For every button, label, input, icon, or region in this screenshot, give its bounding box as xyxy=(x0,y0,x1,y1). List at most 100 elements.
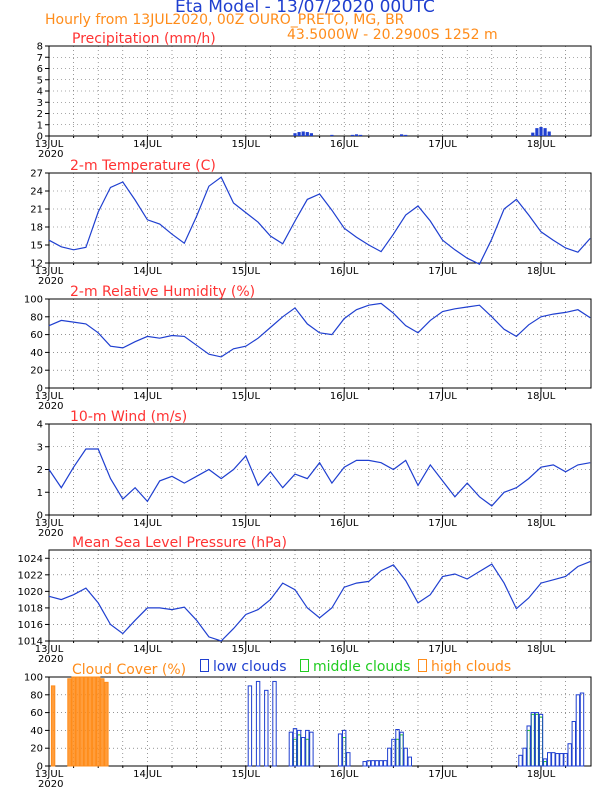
cloud-bar-low xyxy=(579,692,585,767)
pressure-ytick-label: 1022 xyxy=(18,570,43,581)
precipitation-bar xyxy=(400,134,404,136)
humidity-panel xyxy=(45,298,592,392)
precipitation-bar xyxy=(359,134,363,136)
cloud-cover-xtick-label: 15JUL xyxy=(232,769,261,780)
pressure-title: Mean Sea Level Pressure (hPa) xyxy=(72,535,287,551)
cloud-bar-low xyxy=(296,729,302,767)
cloud-bar-middle xyxy=(534,713,539,767)
precipitation-panel xyxy=(45,45,592,140)
temperature-title: 2-m Temperature (C) xyxy=(70,158,216,174)
temperature-xtick-label: 14JUL xyxy=(133,266,162,277)
cloud-bar-low xyxy=(378,760,384,767)
cloud-bar-low xyxy=(391,738,396,767)
cloud-bar-high xyxy=(100,678,105,767)
humidity-xtick-label: 16JUL xyxy=(330,391,359,402)
cloud-bar-high xyxy=(71,676,76,767)
wind-xtick-label: 15JUL xyxy=(232,518,261,529)
humidity-xtick-label: 15JUL xyxy=(232,391,261,402)
humidity-series-line xyxy=(48,302,591,358)
cloud-bar-low xyxy=(567,743,572,767)
temperature-xtick-label: 13JUL xyxy=(35,266,64,277)
precipitation-bar xyxy=(404,134,408,136)
pressure-xtick-label: 13JUL xyxy=(35,644,64,655)
legend-low-clouds-label: low clouds xyxy=(213,659,287,675)
cloud-cover-title: Cloud Cover (%) xyxy=(72,662,186,678)
cloud-bar-middle xyxy=(543,761,548,767)
cloud-bar-low xyxy=(407,756,413,767)
cloud-bar-middle xyxy=(526,729,531,767)
cloud-bar-low xyxy=(403,747,408,767)
cloud-cover-ytick-label: 80 xyxy=(30,690,43,701)
pressure-series-line xyxy=(48,561,591,642)
precipitation-year-label: 2020 xyxy=(38,149,63,160)
precipitation-ytick-label: 6 xyxy=(37,64,43,75)
cloud-cover-xtick-label: 17JUL xyxy=(428,769,457,780)
humidity-ytick-label: 60 xyxy=(30,330,43,341)
pressure-xtick-label: 14JUL xyxy=(133,644,162,655)
precipitation-bar xyxy=(330,134,334,136)
cloud-bar-low xyxy=(571,721,576,767)
cloud-bar-low xyxy=(288,731,294,767)
pressure-ytick-label: 1014 xyxy=(18,637,43,648)
temperature-xtick-label: 15JUL xyxy=(232,266,261,277)
humidity-ytick-label: 20 xyxy=(30,366,43,377)
cloud-bar-middle xyxy=(530,713,535,767)
cloud-bar-low xyxy=(374,760,380,767)
precipitation-ytick-label: 1 xyxy=(37,120,43,131)
wind-ytick-label: 2 xyxy=(37,465,43,476)
precipitation-bar xyxy=(297,132,301,136)
precipitation-ytick-label: 0 xyxy=(37,132,43,143)
humidity-xtick-label: 13JUL xyxy=(35,391,64,402)
humidity-ytick-label: 80 xyxy=(30,312,43,323)
cloud-bar-low xyxy=(559,753,564,767)
wind-ytick-label: 3 xyxy=(37,442,43,453)
cloud-bar-low xyxy=(337,733,343,767)
cloud-bar-high xyxy=(91,676,97,767)
cloud-bar-low xyxy=(383,760,388,767)
humidity-title: 2-m Relative Humidity (%) xyxy=(70,284,255,300)
temperature-ytick-label: 18 xyxy=(30,223,43,234)
pressure-xtick-label: 18JUL xyxy=(527,644,556,655)
cloud-bar-low xyxy=(387,747,392,767)
wind-ytick-label: 1 xyxy=(37,488,43,499)
cloud-bar-low xyxy=(362,761,367,767)
pressure-ytick-label: 1016 xyxy=(18,620,43,631)
cloud-bar-low xyxy=(563,753,568,767)
pressure-xtick-label: 17JUL xyxy=(428,644,457,655)
cloud-bar-low xyxy=(526,725,531,767)
humidity-ytick-label: 100 xyxy=(24,295,43,306)
cloud-bar-high xyxy=(79,676,84,767)
wind-year-label: 2020 xyxy=(38,528,63,539)
cloud-bar-low xyxy=(370,760,376,767)
cloud-bar-middle xyxy=(395,738,400,767)
precipitation-ytick-label: 8 xyxy=(37,42,43,53)
humidity-xtick-label: 18JUL xyxy=(527,391,556,402)
wind-xtick-label: 18JUL xyxy=(527,518,556,529)
legend-high-clouds: high clouds xyxy=(418,659,511,675)
precipitation-bar xyxy=(354,134,359,136)
humidity-xtick-label: 17JUL xyxy=(428,391,457,402)
cloud-bar-low xyxy=(542,758,548,767)
temperature-ytick-label: 12 xyxy=(30,259,43,270)
cloud-bar-low xyxy=(292,728,298,767)
precipitation-bar xyxy=(539,127,543,136)
pressure-ytick-label: 1020 xyxy=(18,587,43,598)
cloud-bar-low xyxy=(366,760,372,767)
precipitation-bar xyxy=(305,132,309,136)
precipitation-xtick-label: 13JUL xyxy=(35,139,64,150)
cloud-cover-xtick-label: 14JUL xyxy=(133,769,162,780)
legend-high-clouds-swatch xyxy=(418,659,427,672)
precipitation-ytick-label: 7 xyxy=(37,53,43,64)
legend-middle-clouds-label: middle clouds xyxy=(313,659,411,675)
cloud-bar-low xyxy=(399,731,404,767)
temperature-panel xyxy=(45,172,592,267)
wind-xtick-label: 17JUL xyxy=(428,518,457,529)
cloud-bar-high xyxy=(104,681,109,767)
cloud-cover-frame xyxy=(48,676,592,767)
wind-panel xyxy=(45,423,592,519)
precipitation-xtick-label: 16JUL xyxy=(330,139,359,150)
precipitation-ytick-label: 3 xyxy=(37,98,43,109)
cloud-bar-high xyxy=(50,685,56,767)
cloud-bar-low xyxy=(575,694,581,767)
cloud-bar-high xyxy=(87,676,93,767)
